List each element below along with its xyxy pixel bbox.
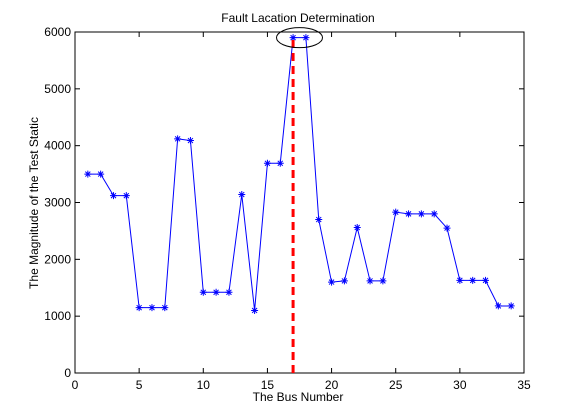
y-tick-label: 4000 (44, 139, 71, 153)
y-tick-label: 3000 (44, 196, 71, 210)
data-point (366, 277, 374, 285)
y-tick-label: 5000 (44, 82, 71, 96)
y-tick-label: 0 (64, 366, 71, 380)
data-point (328, 278, 336, 286)
data-point (315, 216, 323, 224)
data-point (340, 277, 348, 285)
y-tick-label: 6000 (44, 25, 71, 39)
data-point (161, 304, 169, 312)
series-line (87, 37, 512, 311)
data-point (148, 304, 156, 312)
data-point (302, 34, 310, 42)
data-point (494, 302, 502, 310)
x-tick-label: 20 (325, 378, 339, 392)
data-point (430, 210, 438, 218)
x-tick-label: 25 (389, 378, 403, 392)
x-tick-label: 5 (136, 378, 143, 392)
data-point (379, 277, 387, 285)
data-point (199, 288, 207, 296)
data-point (392, 208, 400, 216)
data-point (174, 135, 182, 143)
data-point (263, 159, 271, 167)
data-point (276, 159, 284, 167)
x-tick-label: 30 (453, 378, 467, 392)
data-point (482, 276, 490, 284)
x-tick-label: 10 (197, 378, 211, 392)
x-tick-label: 15 (261, 378, 275, 392)
chart-title: Fault Lacation Determination (221, 11, 374, 25)
y-tick-label: 1000 (44, 309, 71, 323)
data-point (109, 192, 117, 200)
data-point (405, 210, 413, 218)
x-tick-label: 0 (72, 378, 79, 392)
x-axis-label: The Bus Number (253, 390, 344, 404)
peak-highlight-ellipse (276, 27, 323, 49)
data-point (289, 34, 297, 42)
data-point (443, 224, 451, 232)
data-point (238, 191, 246, 199)
data-point (507, 302, 515, 310)
data-point (417, 210, 425, 218)
data-point (122, 192, 130, 200)
data-point (225, 288, 233, 296)
y-axis-label: The Magnitude of the Test Static (27, 117, 41, 289)
data-point (84, 170, 92, 178)
data-point (456, 276, 464, 284)
data-point (212, 288, 220, 296)
x-tick-label: 35 (517, 378, 531, 392)
data-point (353, 224, 361, 232)
data-point (469, 276, 477, 284)
data-point (135, 304, 143, 312)
plot-frame (74, 31, 525, 374)
plot-area: 0 5 10 15 20 25 30 35 0 1000 2000 3000 4000 5000 6000 (44, 25, 531, 392)
data-point (186, 137, 194, 145)
y-tick-label: 2000 (44, 252, 71, 266)
data-point (251, 306, 259, 314)
data-point (97, 170, 105, 178)
